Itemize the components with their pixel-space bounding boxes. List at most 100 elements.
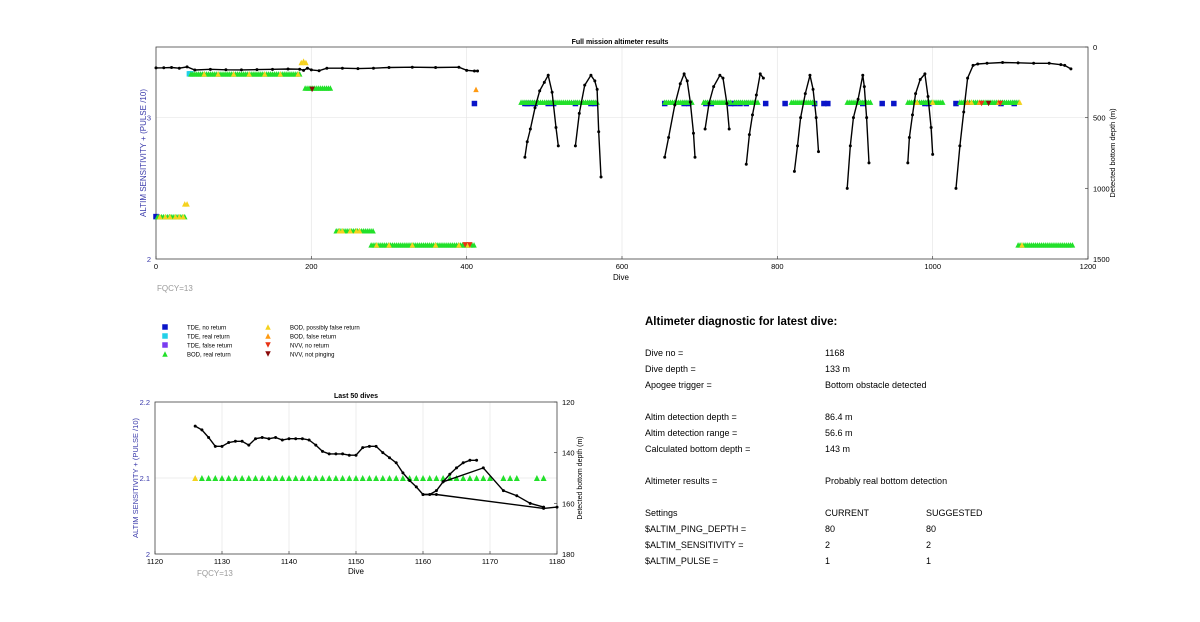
y2-tick-label: 0 bbox=[1093, 43, 1097, 52]
x-tick-label: 800 bbox=[771, 262, 784, 271]
diag-label: Altimeter results = bbox=[645, 476, 718, 486]
depth-point bbox=[673, 103, 677, 107]
depth-point bbox=[688, 100, 692, 104]
depth-point bbox=[154, 66, 158, 70]
depth-point bbox=[538, 89, 542, 93]
depth-point bbox=[918, 78, 922, 82]
y2-tick-label: 120 bbox=[562, 398, 575, 407]
legend-marker bbox=[162, 351, 168, 357]
depth-point bbox=[542, 505, 546, 509]
diag-value: Probably real bottom detection bbox=[825, 476, 948, 486]
legend-label: TDE, false return bbox=[187, 344, 232, 350]
depth-point bbox=[162, 66, 166, 70]
x-tick-label: 1130 bbox=[214, 557, 230, 566]
depth-point bbox=[465, 68, 469, 72]
bod-real-return-marker bbox=[292, 475, 299, 481]
diag-row-apogee-trigger: Apogee trigger = Bottom obstacle detecte… bbox=[645, 380, 1165, 394]
y2-tick-label: 1500 bbox=[1093, 255, 1110, 264]
setting-row-pulse: $ALTIM_PULSE = 1 1 bbox=[645, 556, 1165, 570]
depth-point bbox=[1069, 67, 1073, 71]
depth-point bbox=[525, 140, 529, 144]
diag-row-detection-depth: Altim detection depth = 86.4 m bbox=[645, 412, 1165, 426]
bod-real-return-marker bbox=[755, 99, 761, 105]
depth-point bbox=[861, 73, 865, 77]
bod-real-return-marker bbox=[359, 475, 366, 481]
diag-value: 143 m bbox=[825, 444, 851, 454]
depth-point bbox=[923, 72, 927, 76]
bod-possibly-false-return-marker bbox=[1016, 99, 1023, 105]
depth-point bbox=[597, 130, 601, 134]
diag-value: 86.4 m bbox=[825, 412, 853, 422]
tde-no-return-marker bbox=[153, 213, 159, 220]
bod-real-return-marker bbox=[379, 475, 386, 481]
depth-point bbox=[712, 85, 716, 89]
legend-label: BOD, false return bbox=[290, 335, 336, 341]
bod-possibly-false-return-marker bbox=[176, 213, 183, 220]
bod-real-return-marker bbox=[339, 475, 346, 481]
depth-point bbox=[865, 116, 869, 120]
depth-point bbox=[550, 90, 554, 94]
depth-point bbox=[461, 461, 465, 465]
y-tick-label: 3 bbox=[147, 114, 151, 123]
y2-tick-label: 160 bbox=[562, 499, 575, 508]
last-50-dives-chart: Last 50 dives 1120 1130 1140 1150 1160 1170 11… bbox=[131, 393, 584, 578]
depth-point bbox=[816, 150, 820, 154]
depth-line bbox=[155, 66, 478, 72]
depth-point bbox=[340, 66, 344, 70]
depth-point bbox=[374, 444, 378, 448]
bod-real-return-marker bbox=[540, 475, 547, 481]
depth-point bbox=[554, 126, 558, 130]
bod-real-return-marker bbox=[370, 227, 376, 234]
y2-tick-label: 140 bbox=[562, 449, 575, 458]
depth-point bbox=[321, 449, 324, 453]
depth-point bbox=[401, 471, 405, 475]
bod-real-return-marker bbox=[366, 475, 373, 481]
depth-point bbox=[678, 82, 682, 86]
depth-point bbox=[515, 494, 519, 498]
bod-real-return-marker bbox=[507, 475, 514, 481]
bod-real-return-marker bbox=[487, 475, 493, 481]
depth-point bbox=[193, 424, 197, 428]
bod-real-return-marker bbox=[940, 99, 946, 105]
setting-current: 80 bbox=[825, 524, 836, 534]
setting-suggested: 80 bbox=[926, 524, 937, 534]
depth-point bbox=[240, 439, 244, 443]
full-mission-chart: Full mission altimeter results 0 200 400 60… bbox=[139, 39, 1117, 293]
depth-point bbox=[589, 73, 593, 77]
depth-point bbox=[1063, 63, 1067, 67]
depth-point bbox=[528, 501, 532, 505]
depth-point bbox=[233, 439, 237, 443]
bod-possibly-false-return-marker bbox=[172, 213, 179, 220]
depth-point bbox=[851, 116, 855, 120]
depth-point bbox=[476, 69, 480, 73]
diag-value: 1168 bbox=[825, 348, 845, 358]
depth-point bbox=[314, 443, 318, 447]
depth-point bbox=[747, 133, 751, 137]
depth-point bbox=[929, 126, 933, 130]
bod-real-return-marker bbox=[326, 475, 333, 481]
setting-row-ping-depth: $ALTIM_PING_DEPTH = 80 80 bbox=[645, 524, 1165, 538]
depth-point bbox=[347, 453, 351, 457]
depth-point bbox=[691, 131, 695, 135]
depth-point bbox=[367, 444, 371, 448]
depth-point bbox=[962, 110, 966, 114]
bod-real-return-marker bbox=[259, 475, 266, 481]
top-chart-y2label: Detected bottom depth (m) bbox=[1108, 108, 1117, 198]
legend-label: TDE, real return bbox=[187, 335, 230, 341]
depth-point bbox=[811, 87, 815, 91]
bod-possibly-false-return-marker bbox=[167, 213, 173, 220]
depth-point bbox=[298, 67, 302, 71]
bod-possibly-false-return-marker bbox=[373, 242, 380, 248]
tde-no-return-marker bbox=[825, 100, 831, 107]
diag-value: Bottom obstacle detected bbox=[825, 380, 927, 390]
bod-possibly-false-return-marker bbox=[157, 213, 163, 220]
depth-point bbox=[667, 135, 671, 139]
bod-real-return-marker bbox=[453, 475, 460, 481]
bottom-chart-ticks: 1120 1130 1140 1150 1160 1170 1180 2 2.1 2.2 120 14… bbox=[140, 398, 575, 566]
depth-point bbox=[593, 79, 597, 83]
bod-possibly-false-return-marker bbox=[180, 213, 186, 220]
bod-real-return-marker bbox=[212, 475, 219, 481]
x-tick-label: 1160 bbox=[415, 557, 431, 566]
depth-point bbox=[808, 73, 812, 77]
